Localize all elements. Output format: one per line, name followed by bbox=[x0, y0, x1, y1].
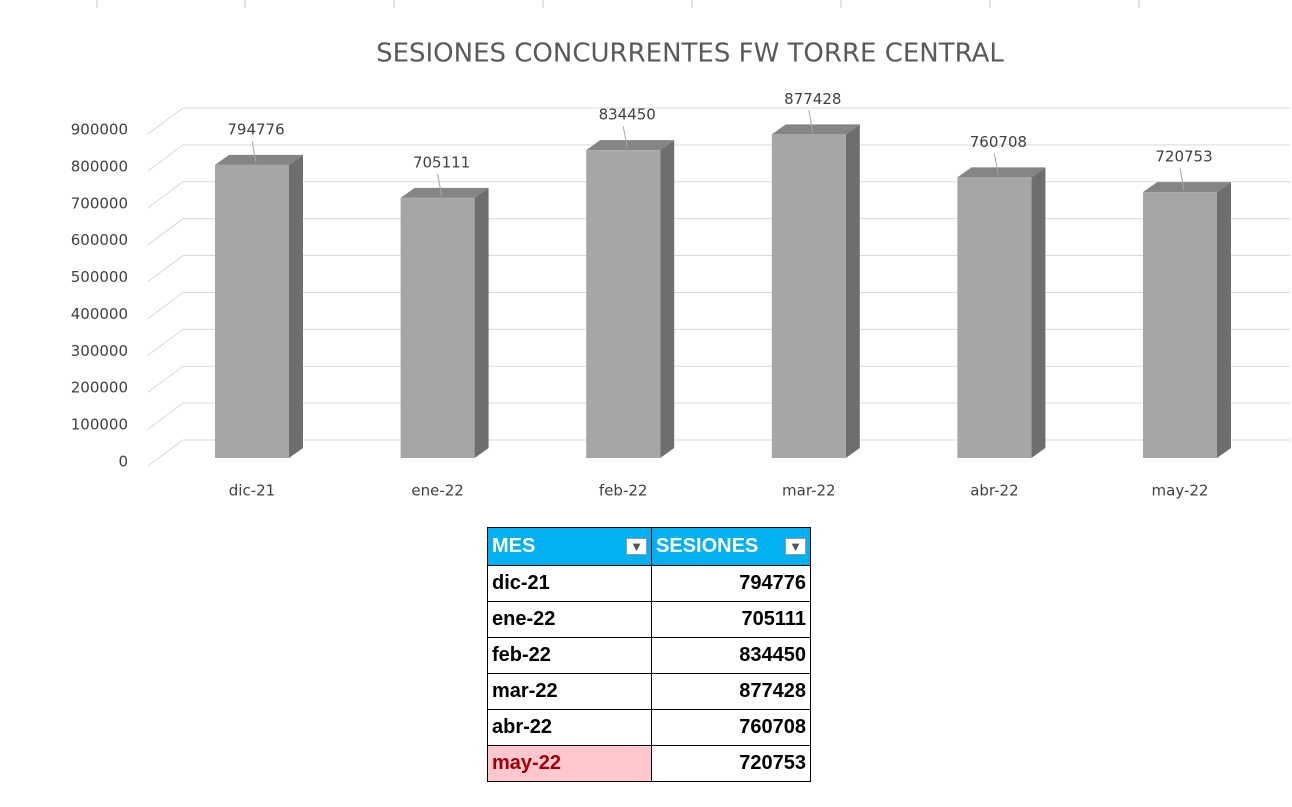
table-row: may-22 720753 bbox=[487, 745, 811, 782]
table-cell: dic-21 bbox=[487, 565, 652, 602]
table-cell: 877428 bbox=[651, 673, 811, 710]
grid-line bbox=[147, 402, 1290, 430]
leader-line bbox=[251, 140, 257, 163]
table-row: feb-22 834450 bbox=[487, 637, 811, 674]
bar-side bbox=[845, 124, 860, 458]
table-cell: 834450 bbox=[651, 637, 811, 674]
header-text: SESIONES bbox=[656, 535, 759, 557]
x-tick-label: mar-22 bbox=[782, 482, 836, 500]
table-row: ene-22 705111 bbox=[487, 601, 811, 638]
grid-line bbox=[147, 218, 1290, 246]
table-cell: feb-22 bbox=[487, 637, 652, 674]
x-tick-label: ene-22 bbox=[411, 482, 463, 500]
bar bbox=[1143, 182, 1231, 458]
bar-top bbox=[957, 167, 1046, 178]
data-label: 720753 bbox=[1155, 148, 1212, 166]
grid-line bbox=[147, 365, 1290, 393]
leader-line bbox=[1179, 168, 1185, 191]
y-tick-label: 900000 bbox=[71, 121, 128, 139]
bar-top bbox=[586, 140, 675, 151]
bar-side bbox=[474, 187, 489, 458]
grid-line bbox=[147, 439, 1290, 467]
bar-side bbox=[1031, 167, 1046, 458]
bar bbox=[957, 167, 1046, 458]
bar bbox=[215, 154, 303, 458]
y-tick-label: 800000 bbox=[71, 157, 128, 175]
chart-title: SESIONES CONCURRENTES FW TORRE CENTRAL bbox=[376, 39, 1004, 69]
y-tick-label: 400000 bbox=[71, 305, 128, 323]
data-label: 877428 bbox=[784, 90, 841, 108]
chart: SESIONES CONCURRENTES FW TORRE CENTRAL 0… bbox=[71, 0, 1290, 500]
filter-button[interactable]: ▼ bbox=[626, 538, 647, 555]
bar-top bbox=[1143, 182, 1231, 193]
filter-button[interactable]: ▼ bbox=[785, 538, 806, 555]
grid-line bbox=[147, 328, 1290, 356]
bar-front bbox=[1143, 192, 1217, 458]
bar-top bbox=[215, 154, 303, 165]
leader-line bbox=[437, 173, 443, 196]
bar-front bbox=[957, 177, 1032, 458]
x-tick-label: feb-22 bbox=[599, 482, 648, 500]
bar bbox=[771, 124, 860, 459]
header-cell[interactable]: MES ▼ bbox=[487, 527, 652, 566]
x-tick-label: abr-22 bbox=[970, 482, 1018, 500]
y-tick-label: 600000 bbox=[71, 231, 128, 249]
bar-front bbox=[771, 134, 846, 459]
table-row: dic-21 794776 bbox=[487, 565, 811, 602]
y-tick-label: 200000 bbox=[71, 379, 128, 397]
grid-line bbox=[147, 255, 1290, 282]
table-cell: abr-22 bbox=[487, 709, 652, 746]
grid-line bbox=[147, 291, 1290, 319]
leader-line bbox=[808, 110, 814, 133]
table-row: abr-22 760708 bbox=[487, 709, 811, 746]
leader-line bbox=[993, 153, 999, 176]
data-label: 760708 bbox=[970, 133, 1027, 151]
bar-side bbox=[289, 154, 303, 458]
data-label: 705111 bbox=[413, 153, 470, 171]
bar-front bbox=[586, 150, 661, 458]
header-text: MES bbox=[492, 535, 536, 557]
bar-top bbox=[400, 187, 489, 198]
bar bbox=[400, 187, 489, 458]
table-cell: may-22 bbox=[487, 745, 652, 782]
table-cell: mar-22 bbox=[487, 673, 652, 710]
table-cell: 705111 bbox=[651, 601, 811, 638]
table-cell: 760708 bbox=[651, 709, 811, 746]
table-cell: 720753 bbox=[651, 745, 811, 782]
data-label: 834450 bbox=[599, 106, 656, 124]
bar bbox=[586, 140, 675, 458]
data-table: MES ▼ SESIONES ▼ dic-21 794776 ene-22 705111 f… bbox=[487, 527, 811, 782]
sheet-column-dividers bbox=[96, 0, 1140, 8]
bar-top bbox=[771, 124, 860, 135]
bar-front bbox=[215, 164, 289, 458]
x-tick-label: dic-21 bbox=[229, 482, 275, 500]
y-tick-label: 100000 bbox=[71, 416, 128, 434]
grid-line bbox=[147, 107, 1290, 135]
table-cell: ene-22 bbox=[487, 601, 652, 638]
bar-side bbox=[1217, 182, 1231, 458]
y-tick-label: 700000 bbox=[71, 194, 128, 212]
bar-side bbox=[660, 140, 675, 458]
grid-line bbox=[147, 181, 1290, 209]
x-tick-label: may-22 bbox=[1152, 482, 1209, 500]
table-cell: 794776 bbox=[651, 565, 811, 602]
grid-line bbox=[147, 144, 1290, 172]
y-tick-label: 300000 bbox=[71, 342, 128, 360]
leader-line bbox=[622, 126, 628, 149]
y-tick-label: 500000 bbox=[71, 268, 128, 286]
data-label: 794776 bbox=[227, 120, 284, 138]
y-tick-label: 0 bbox=[118, 453, 128, 471]
table-row: mar-22 877428 bbox=[487, 673, 811, 710]
bar-front bbox=[400, 197, 475, 458]
header-cell[interactable]: SESIONES ▼ bbox=[651, 527, 811, 566]
